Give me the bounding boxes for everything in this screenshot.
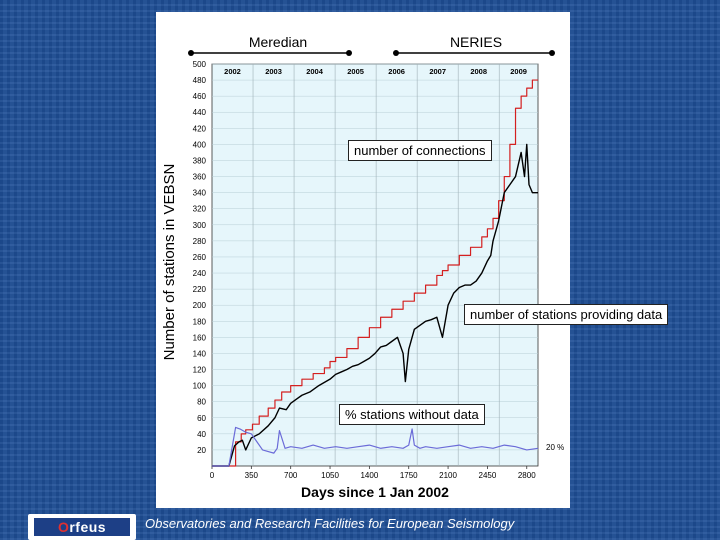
y-tick-label: 180 [193,317,207,326]
y-tick-label: 300 [193,221,207,230]
y-tick-label: 420 [193,124,207,133]
footer-bar: Orfeus Observatories and Research Facili… [0,510,720,540]
y-tick-label: 200 [193,301,207,310]
y-tick-label: 460 [193,92,207,101]
grid-layer [212,63,538,466]
x-tick-label: 2100 [439,471,457,480]
x-tick-label: 0 [210,471,215,480]
x-tick-label: 1050 [321,471,339,480]
callout-without-data: % stations without data [339,404,485,425]
x-tick-label: 1750 [400,471,418,480]
y-tick-label: 480 [193,76,207,85]
y-tick-label: 380 [193,156,207,165]
y-axis-label: Number of stations in VEBSN [161,164,178,361]
y-tick-label: 280 [193,237,207,246]
meredian-bracket [188,50,352,56]
y-tick-label: 140 [193,349,207,358]
meredian-label: Meredian [249,34,307,50]
series-providing-data [212,143,538,467]
y-tick-label: 20 [197,446,206,455]
neries-label: NERIES [450,34,502,50]
x-tick-label: 350 [245,471,259,480]
orfeus-logo-text: Orfeus [34,518,130,536]
year-label: 2003 [265,67,282,76]
year-label: 2002 [224,67,241,76]
x-axis-label: Days since 1 Jan 2002 [301,484,449,500]
year-label: 2004 [306,67,324,76]
percent-label: 20 % [546,443,564,452]
y-tick-label: 260 [193,253,207,262]
year-label: 2008 [470,67,487,76]
callout-providing: number of stations providing data [464,304,669,325]
series-connections [212,79,538,467]
y-tick-label: 240 [193,269,207,278]
series-layer [212,79,539,467]
y-tick-label: 360 [193,173,207,182]
footer-text: Observatories and Research Facilities fo… [145,516,515,531]
orfeus-logo: Orfeus [28,514,136,540]
neries-bracket [393,50,555,56]
ticks-layer: 20 40 60 80 100 120 140 160 180 200 220 240 260 280 30… [193,60,537,480]
chart-svg: Meredian NERIES 204060801001201401601802… [161,34,564,500]
year-label: 2007 [429,67,446,76]
year-label: 2006 [388,67,405,76]
year-label: 2005 [347,67,364,76]
x-tick-label: 2450 [479,471,497,480]
x-tick-label: 1400 [360,471,378,480]
y-tick-label: 160 [193,333,207,342]
plot-area [211,63,539,467]
series-without-data [212,426,539,467]
y-tick-label: 100 [193,382,207,391]
y-tick-label: 340 [193,189,207,198]
x-tick-label: 700 [284,471,298,480]
callout-connections: number of connections [348,140,492,161]
y-tick-label: 120 [193,366,207,375]
y-tick-label: 320 [193,205,207,214]
y-tick-label: 60 [197,414,206,423]
y-tick-label: 40 [197,430,206,439]
y-tick-label: 220 [193,285,207,294]
chart-panel: Meredian NERIES 20 40 60 80 100 120 140 160 180 2… [156,12,669,508]
x-tick-label: 2800 [518,471,536,480]
y-tick-label: 440 [193,108,207,117]
y-tick-label: 500 [193,60,207,69]
y-tick-label: 80 [197,398,206,407]
year-label: 2009 [510,67,527,76]
y-tick-label: 400 [193,140,207,149]
